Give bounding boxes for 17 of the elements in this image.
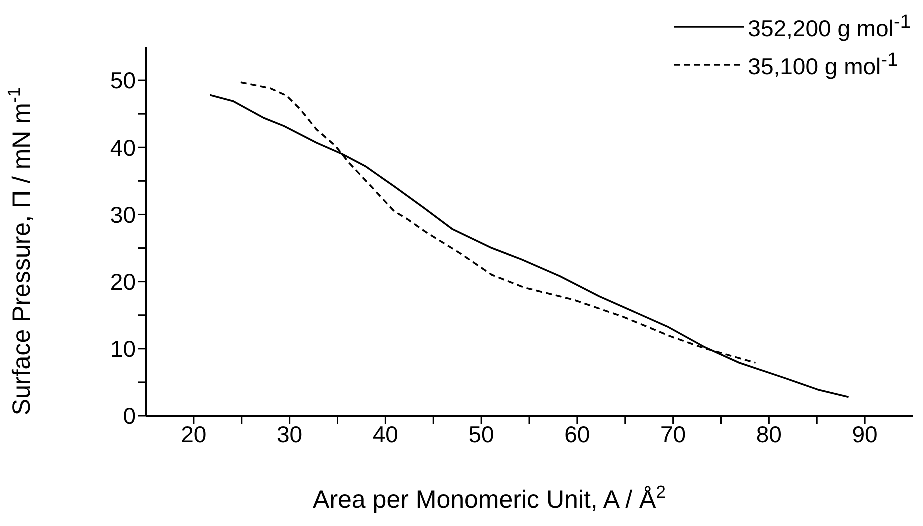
x-tick-label: 30	[277, 421, 303, 448]
x-tick-label: 90	[852, 421, 878, 448]
y-tick-label: 30	[110, 202, 136, 228]
legend-label: 352,200 g mol$^{-1}$	[748, 12, 911, 42]
y-tick-label: 40	[110, 134, 136, 161]
x-axis-title: Area per Monomeric Unit, A / Å$^{2}$	[313, 482, 666, 514]
y-tick-label: 10	[110, 336, 136, 362]
y-tick-label: 50	[110, 68, 136, 94]
x-tick-label: 80	[756, 421, 782, 448]
legend-label: 35,100 g mol$^{-1}$	[748, 50, 898, 80]
x-tick-label: 20	[181, 421, 207, 448]
y-tick-label: 20	[110, 268, 136, 295]
x-tick-label: 60	[564, 421, 590, 448]
x-tick-label: 50	[468, 421, 494, 448]
y-tick-label: 0	[123, 403, 136, 430]
x-tick-label: 40	[372, 421, 398, 448]
x-tick-label: 70	[660, 421, 686, 448]
